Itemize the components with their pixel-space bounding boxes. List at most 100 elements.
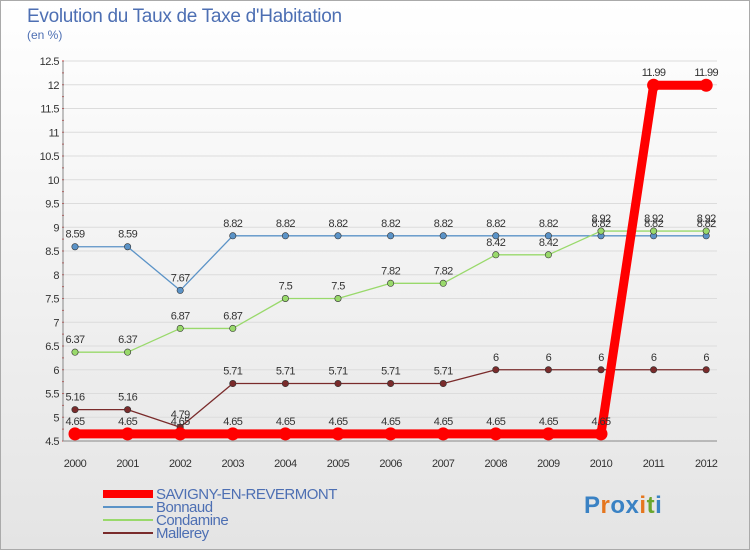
- y-tick-label: 10: [48, 175, 60, 187]
- data-label-savigny-en-revermont: 4.65: [381, 416, 400, 428]
- data-label-condamine: 8.42: [486, 237, 505, 249]
- data-label-savigny-en-revermont: 4.65: [486, 416, 505, 428]
- data-point-mallerey: [281, 380, 289, 388]
- data-label-bonnaud: 7.67: [171, 272, 190, 284]
- data-point-mallerey: [387, 380, 395, 388]
- data-point-condamine: [702, 227, 710, 235]
- data-point-mallerey: [71, 406, 79, 414]
- y-tick-label: 12: [48, 80, 60, 92]
- data-point-mallerey: [334, 380, 342, 388]
- y-tick-label: 8.5: [45, 246, 59, 258]
- legend-swatch: [103, 506, 153, 508]
- logo-letter: r: [600, 492, 611, 519]
- x-tick-label: 2006: [379, 458, 402, 470]
- data-label-bonnaud: 8.82: [276, 218, 295, 230]
- data-label-bonnaud: 8.82: [381, 218, 400, 230]
- data-point-mallerey: [492, 366, 500, 374]
- logo-letter: x: [625, 492, 640, 519]
- data-point-bonnaud: [229, 232, 237, 240]
- data-point-condamine: [544, 251, 552, 259]
- data-label-savigny-en-revermont: 11.99: [694, 67, 718, 79]
- y-tick-label: 10.5: [40, 151, 60, 163]
- logo-letter: o: [610, 492, 626, 519]
- data-point-mallerey: [124, 406, 132, 414]
- data-point-condamine: [597, 227, 605, 235]
- data-label-bonnaud: 8.82: [697, 218, 716, 230]
- data-label-mallerey: 5.71: [381, 366, 400, 378]
- data-label-condamine: 7.5: [331, 281, 345, 293]
- x-tick-label: 2004: [274, 458, 297, 470]
- data-label-savigny-en-revermont: 4.65: [591, 416, 610, 428]
- data-point-bonnaud: [387, 232, 395, 240]
- legend-swatch: [103, 532, 153, 534]
- y-tick-label: 9.5: [45, 199, 59, 211]
- x-tick-label: 2005: [327, 458, 350, 470]
- data-label-bonnaud: 8.82: [328, 218, 347, 230]
- logo-letter: t: [646, 492, 656, 519]
- data-label-mallerey: 6: [493, 352, 499, 364]
- data-label-condamine: 8.92: [591, 213, 610, 225]
- data-label-condamine: 7.5: [279, 281, 293, 293]
- data-point-mallerey: [702, 366, 710, 374]
- data-point-condamine: [71, 348, 79, 356]
- data-label-savigny-en-revermont: 4.65: [171, 416, 190, 428]
- data-point-savigny-en-revermont: [384, 427, 398, 441]
- data-label-savigny-en-revermont: 4.65: [65, 416, 84, 428]
- data-label-savigny-en-revermont: 4.65: [223, 416, 242, 428]
- data-label-mallerey: 5.16: [118, 392, 137, 404]
- data-point-bonnaud: [281, 232, 289, 240]
- data-point-savigny-en-revermont: [173, 427, 187, 441]
- data-label-bonnaud: 8.82: [644, 218, 663, 230]
- data-label-savigny-en-revermont: 4.65: [539, 416, 558, 428]
- data-point-bonnaud: [334, 232, 342, 240]
- x-tick-label: 2012: [695, 458, 718, 470]
- data-label-savigny-en-revermont: 4.65: [118, 416, 137, 428]
- proxiti-logo: Proxiti: [584, 492, 662, 520]
- data-point-condamine: [334, 294, 342, 302]
- y-tick-label: 7: [53, 317, 59, 329]
- y-tick-label: 6: [53, 365, 59, 377]
- data-point-mallerey: [439, 380, 447, 388]
- data-point-savigny-en-revermont: [68, 427, 82, 441]
- legend-label: SAVIGNY-EN-REVERMONT: [156, 486, 337, 503]
- data-label-mallerey: 6: [598, 352, 604, 364]
- data-label-condamine: 7.82: [381, 265, 400, 277]
- x-tick-label: 2000: [64, 458, 87, 470]
- data-point-mallerey: [650, 366, 658, 374]
- data-label-mallerey: 4.79: [171, 409, 190, 421]
- data-label-bonnaud: 8.82: [434, 218, 453, 230]
- data-label-mallerey: 5.71: [276, 366, 295, 378]
- x-tick-label: 2008: [485, 458, 508, 470]
- data-point-bonnaud: [124, 243, 132, 251]
- data-label-mallerey: 6: [651, 352, 657, 364]
- data-point-mallerey: [544, 366, 552, 374]
- data-label-condamine: 6.87: [171, 310, 190, 322]
- x-tick-label: 2002: [169, 458, 192, 470]
- y-tick-label: 5.5: [45, 389, 59, 401]
- data-label-condamine: 6.87: [223, 310, 242, 322]
- data-label-bonnaud: 8.82: [486, 218, 505, 230]
- data-label-condamine: 7.82: [434, 265, 453, 277]
- data-label-condamine: 8.92: [644, 213, 663, 225]
- y-tick-label: 6.5: [45, 341, 59, 353]
- data-point-savigny-en-revermont: [699, 78, 713, 92]
- legend-label: Bonnaud: [156, 499, 213, 516]
- chart-subtitle: (en %): [27, 28, 63, 42]
- data-label-condamine: 6.37: [118, 334, 137, 346]
- data-label-mallerey: 6: [546, 352, 552, 364]
- data-point-savigny-en-revermont: [436, 427, 450, 441]
- data-point-savigny-en-revermont: [278, 427, 292, 441]
- data-label-bonnaud: 8.59: [118, 229, 137, 241]
- y-tick-label: 12.5: [40, 56, 60, 68]
- x-tick-label: 2001: [116, 458, 139, 470]
- data-label-mallerey: 5.71: [434, 366, 453, 378]
- logo-letter: i: [655, 492, 663, 519]
- data-point-bonnaud: [544, 232, 552, 240]
- data-point-savigny-en-revermont: [647, 78, 661, 92]
- y-tick-label: 8: [53, 270, 59, 282]
- y-tick-label: 4.5: [45, 436, 59, 448]
- y-tick-label: 11.5: [40, 104, 59, 116]
- data-label-mallerey: 5.71: [223, 366, 242, 378]
- data-label-mallerey: 5.71: [328, 366, 347, 378]
